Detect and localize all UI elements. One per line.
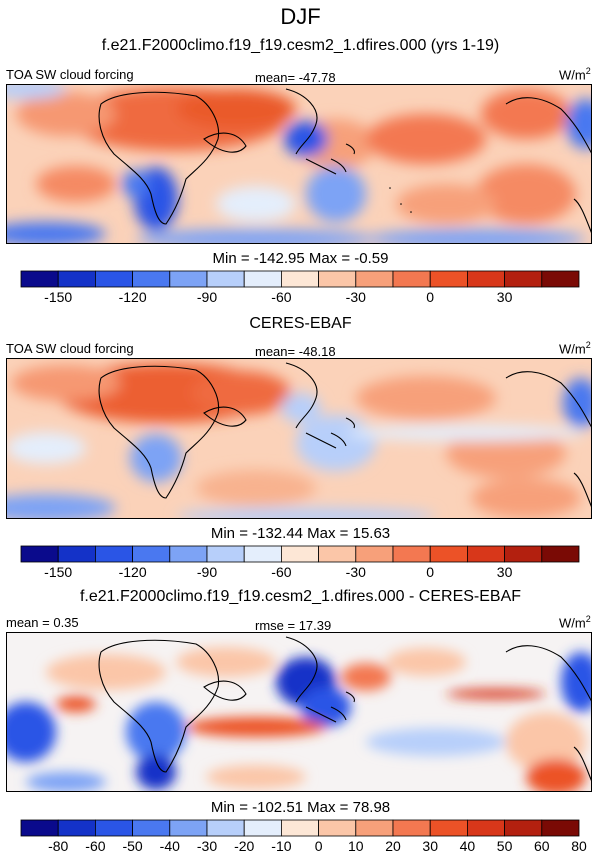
colorbar-3-tick-label: 80 (571, 838, 587, 854)
colorbar-3-swatch-14 (541, 819, 580, 837)
colorbar-2-swatch-7 (280, 545, 319, 563)
panel-2-unit-label: W/m2 (559, 340, 591, 357)
colorbar-3-tick-label: -50 (122, 838, 142, 854)
colorbar-2-swatch-8 (318, 545, 357, 563)
colorbar-3-swatch-7 (280, 819, 319, 837)
colorbar-1-tick-label: 0 (426, 289, 434, 305)
colorbar-3-tick-label: 60 (534, 838, 550, 854)
colorbar-3-tick-label: 30 (422, 838, 438, 854)
panel-3-heading: f.e21.F2000climo.f19_f19.cesm2_1.dfires.… (79, 588, 522, 605)
panel-3-mean-label: mean = 0.35 (6, 615, 79, 630)
panel-2-minmax: Min = -132.44 Max = 15.63 (210, 525, 391, 542)
colorbar-3-swatch-6 (243, 819, 282, 837)
colorbar-2-swatch-2 (95, 545, 134, 563)
colorbar-3-tick-label: -80 (48, 838, 68, 854)
colorbar-2-tick-label: -30 (346, 564, 366, 580)
colorbar-1-swatch-1 (57, 270, 96, 288)
colorbar-1-swatch-10 (392, 270, 431, 288)
colorbar-1-tick-label: -90 (197, 289, 217, 305)
colorbar-1-swatch-9 (355, 270, 394, 288)
colorbar-3-swatch-1 (57, 819, 96, 837)
colorbar-2-swatch-11 (429, 545, 468, 563)
colorbar-2-swatch-5 (206, 545, 245, 563)
panel-1-heading: f.e21.F2000climo.f19_f19.cesm2_1.dfires.… (101, 37, 500, 54)
panel-3-colorbar: -80 -60 -50 -40 -30 -20 -10 0 10 20 30 40 50 60 80 (20, 819, 587, 854)
colorbar-2-swatch-1 (57, 545, 96, 563)
colorbar-2-swatch-13 (504, 545, 543, 563)
colorbar-3-swatch-8 (318, 819, 357, 837)
colorbar-2-swatch-3 (132, 545, 171, 563)
colorbar-2-swatch-4 (169, 545, 208, 563)
panel-1-mean-label: mean= -47.78 (255, 70, 336, 85)
colorbar-1-swatch-0 (20, 270, 59, 288)
colorbar-1-swatch-8 (318, 270, 357, 288)
colorbar-2-tick-label: -90 (197, 564, 217, 580)
colorbar-3-tick-label: 0 (315, 838, 323, 854)
colorbar-3-tick-label: -30 (197, 838, 217, 854)
colorbar-2-swatch-12 (466, 545, 505, 563)
colorbar-3-swatch-4 (169, 819, 208, 837)
panel-1-unit-label: W/m2 (559, 66, 591, 83)
colorbar-1-swatch-5 (206, 270, 245, 288)
colorbar-3-swatch-5 (206, 819, 245, 837)
colorbar-1-tick-label: 30 (497, 289, 513, 305)
panel-1-minmax: Min = -142.95 Max = -0.59 (212, 250, 389, 267)
panel-3-map (6, 632, 592, 792)
colorbar-2-swatch-14 (541, 545, 580, 563)
colorbar-3-swatch-11 (429, 819, 468, 837)
panel-2-colorbar: -150 -120 -90 -60 -30 0 30 (20, 545, 580, 580)
colorbar-1-swatch-12 (466, 270, 505, 288)
colorbar-3-swatch-12 (466, 819, 505, 837)
colorbar-3-swatch-10 (392, 819, 431, 837)
colorbar-1-tick-label: -150 (44, 289, 72, 305)
colorbar-1-swatch-6 (243, 270, 282, 288)
colorbar-2-tick-label: -150 (44, 564, 72, 580)
colorbar-3-swatch-13 (504, 819, 543, 837)
colorbar-3-tick-label: -20 (234, 838, 254, 854)
colorbar-2-tick-label: -120 (119, 564, 147, 580)
panel-2-heading: CERES-EBAF (249, 315, 352, 332)
colorbar-2-swatch-9 (355, 545, 394, 563)
colorbar-3-swatch-0 (20, 819, 59, 837)
colorbar-1-swatch-2 (95, 270, 134, 288)
panel-1-colorbar: -150 -120 -90 -60 -30 0 30 (20, 270, 580, 305)
panel-2-map (6, 358, 592, 519)
colorbar-3-swatch-9 (355, 819, 394, 837)
colorbar-1-swatch-13 (504, 270, 543, 288)
colorbar-3-tick-label: 40 (460, 838, 476, 854)
colorbar-2-tick-label: -60 (271, 564, 291, 580)
panel-1-map (6, 84, 592, 244)
panel-3-minmax: Min = -102.51 Max = 78.98 (210, 799, 391, 816)
colorbar-3-tick-label: 50 (497, 838, 513, 854)
colorbar-3-swatch-3 (132, 819, 171, 837)
colorbar-2-swatch-6 (243, 545, 282, 563)
colorbar-3-tick-label: -40 (160, 838, 180, 854)
colorbar-2-swatch-10 (392, 545, 431, 563)
colorbar-1-swatch-3 (132, 270, 171, 288)
panel-3-unit-label: W/m2 (559, 614, 591, 631)
colorbar-3-tick-label: 20 (385, 838, 401, 854)
panel-1-variable-label: TOA SW cloud forcing (6, 67, 134, 82)
colorbar-1-swatch-4 (169, 270, 208, 288)
colorbar-2-swatch-0 (20, 545, 59, 563)
colorbar-1-swatch-11 (429, 270, 468, 288)
colorbar-2-tick-label: 30 (497, 564, 513, 580)
panel-3-rmse-label: rmse = 17.39 (255, 618, 332, 633)
colorbar-3-tick-label: -60 (85, 838, 105, 854)
panel-2-variable-label: TOA SW cloud forcing (6, 341, 134, 356)
colorbar-2-tick-label: 0 (426, 564, 434, 580)
panel-2-mean-label: mean= -48.18 (255, 344, 336, 359)
colorbar-3-swatch-2 (95, 819, 134, 837)
colorbar-1-tick-label: -120 (119, 289, 147, 305)
colorbar-1-swatch-7 (280, 270, 319, 288)
colorbar-1-tick-label: -60 (271, 289, 291, 305)
page-title: DJF (280, 4, 321, 29)
colorbar-3-tick-label: -10 (271, 838, 291, 854)
colorbar-1-tick-label: -30 (346, 289, 366, 305)
colorbar-3-tick-label: 10 (348, 838, 364, 854)
colorbar-1-swatch-14 (541, 270, 580, 288)
